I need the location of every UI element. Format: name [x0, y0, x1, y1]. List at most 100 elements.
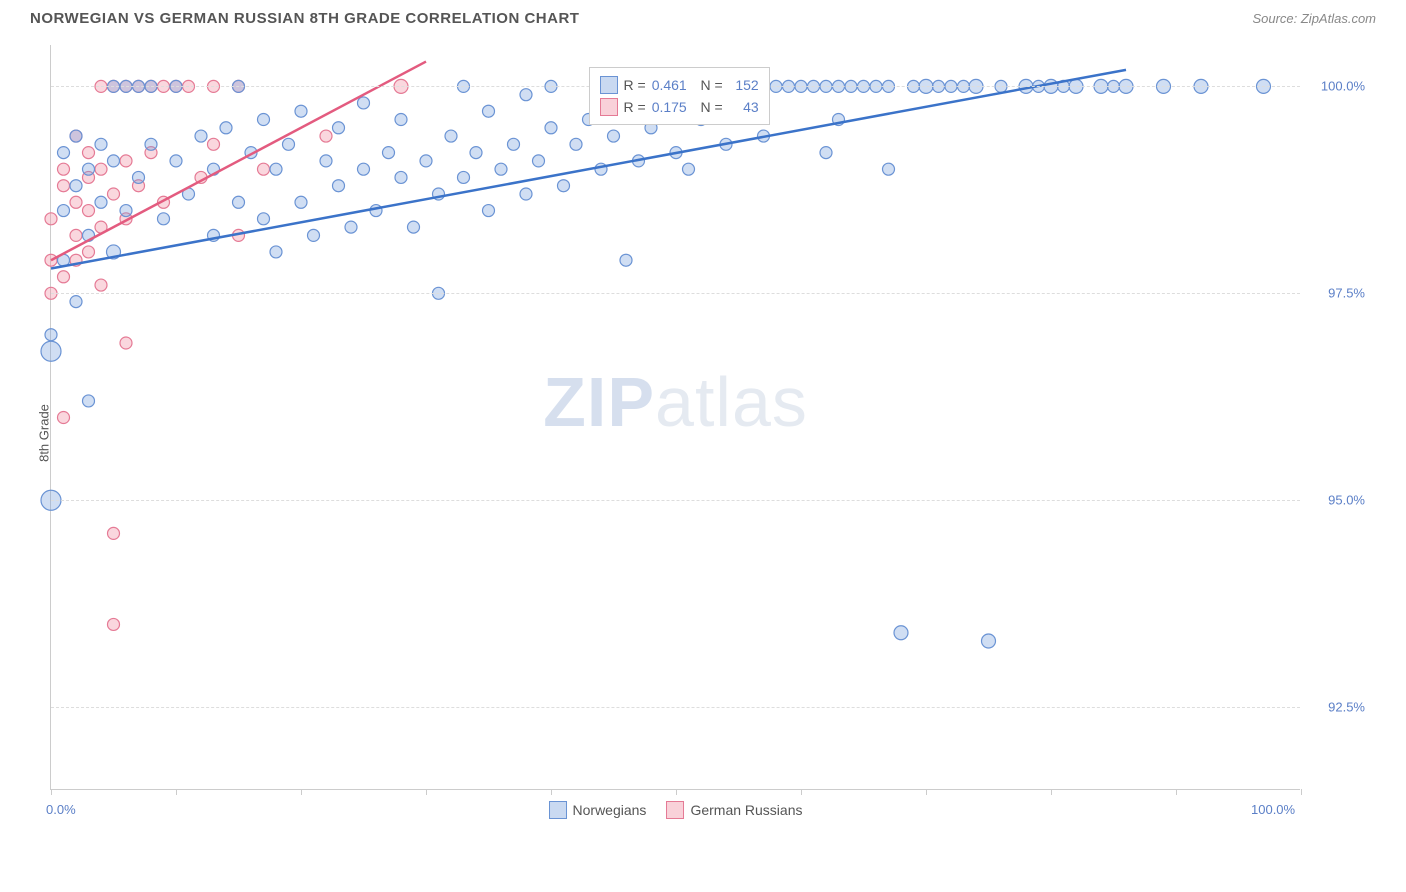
data-point [70, 296, 82, 308]
data-point [608, 130, 620, 142]
data-point [982, 634, 996, 648]
data-point [470, 147, 482, 159]
legend-label: Norwegians [573, 802, 647, 818]
data-point [45, 213, 57, 225]
legend-r-value: 0.175 [652, 99, 687, 115]
data-point [95, 279, 107, 291]
data-point [620, 254, 632, 266]
data-point [83, 395, 95, 407]
data-point [295, 105, 307, 117]
data-point [295, 196, 307, 208]
data-point [820, 147, 832, 159]
data-point [58, 163, 70, 175]
data-point [283, 138, 295, 150]
data-point [70, 196, 82, 208]
legend-n-value: 43 [729, 99, 759, 115]
chart-container: 8th Grade ZIPatlas 92.5%95.0%97.5%100.0%… [50, 45, 1370, 820]
data-point [520, 89, 532, 101]
data-point [145, 138, 157, 150]
data-point [70, 229, 82, 241]
scatter-plot-svg [51, 45, 1300, 789]
data-point [133, 171, 145, 183]
data-point [358, 97, 370, 109]
data-point [395, 114, 407, 126]
x-tick-label: 0.0% [46, 802, 76, 817]
data-point [445, 130, 457, 142]
data-point [358, 163, 370, 175]
gridline [51, 500, 1300, 501]
x-tick [551, 789, 552, 795]
data-point [520, 188, 532, 200]
data-point [333, 180, 345, 192]
data-point [108, 527, 120, 539]
legend-row: R = 0.175 N = 43 [600, 96, 759, 118]
data-point [95, 138, 107, 150]
data-point [308, 229, 320, 241]
y-tick-label: 92.5% [1328, 700, 1365, 715]
data-point [545, 122, 557, 134]
legend-n-label: N = [693, 99, 723, 115]
legend-r-label: R = [624, 99, 646, 115]
data-point [320, 155, 332, 167]
chart-title: NORWEGIAN VS GERMAN RUSSIAN 8TH GRADE CO… [30, 10, 579, 27]
data-point [83, 246, 95, 258]
data-point [458, 171, 470, 183]
data-point [58, 271, 70, 283]
data-point [195, 130, 207, 142]
data-point [108, 618, 120, 630]
data-point [320, 130, 332, 142]
data-point [83, 163, 95, 175]
data-point [108, 188, 120, 200]
data-point [233, 196, 245, 208]
legend-swatch [666, 801, 684, 819]
data-point [95, 163, 107, 175]
data-point [83, 205, 95, 217]
x-tick [1176, 789, 1177, 795]
x-tick-label: 100.0% [1251, 802, 1295, 817]
x-tick [426, 789, 427, 795]
x-tick [1051, 789, 1052, 795]
plot-area: ZIPatlas 92.5%95.0%97.5%100.0% 0.0%100.0… [50, 45, 1300, 790]
data-point [41, 341, 61, 361]
legend-swatch [549, 801, 567, 819]
data-point [95, 196, 107, 208]
x-tick [301, 789, 302, 795]
data-point [70, 130, 82, 142]
data-point [108, 155, 120, 167]
series-legend: Norwegians German Russians [549, 801, 803, 819]
x-tick [1301, 789, 1302, 795]
legend-n-label: N = [693, 77, 723, 93]
legend-row: R = 0.461 N = 152 [600, 74, 759, 96]
data-point [420, 155, 432, 167]
source-label: Source: ZipAtlas.com [1252, 11, 1376, 26]
data-point [483, 205, 495, 217]
x-tick [926, 789, 927, 795]
data-point [683, 163, 695, 175]
data-point [158, 213, 170, 225]
data-point [58, 147, 70, 159]
data-point [883, 163, 895, 175]
gridline [51, 707, 1300, 708]
data-point [58, 412, 70, 424]
legend-label: German Russians [690, 802, 802, 818]
data-point [120, 155, 132, 167]
data-point [370, 205, 382, 217]
data-point [570, 138, 582, 150]
data-point [533, 155, 545, 167]
legend-item: Norwegians [549, 801, 647, 819]
data-point [58, 205, 70, 217]
data-point [83, 147, 95, 159]
data-point [170, 155, 182, 167]
data-point [483, 105, 495, 117]
stats-legend: R = 0.461 N = 152 R = 0.175 N = 43 [589, 67, 770, 125]
legend-r-value: 0.461 [652, 77, 687, 93]
data-point [345, 221, 357, 233]
data-point [258, 114, 270, 126]
x-tick [801, 789, 802, 795]
y-tick-label: 100.0% [1321, 79, 1365, 94]
x-tick [51, 789, 52, 795]
data-point [70, 180, 82, 192]
data-point [558, 180, 570, 192]
x-tick [676, 789, 677, 795]
data-point [220, 122, 232, 134]
